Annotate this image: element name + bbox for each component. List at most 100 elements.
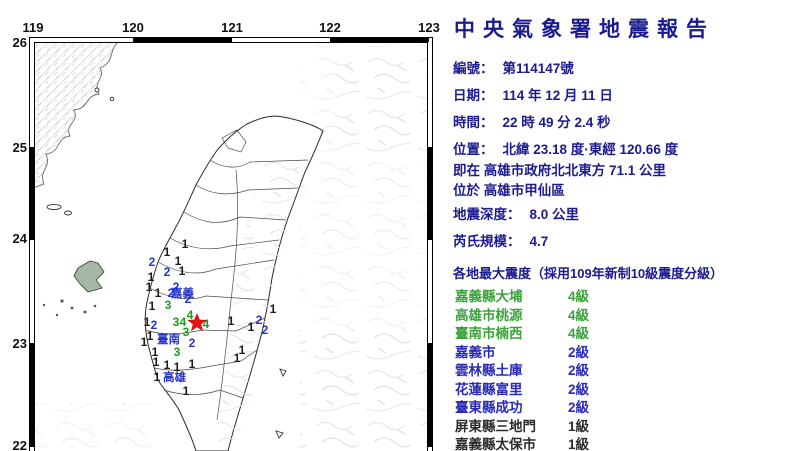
relief-texture-southeast [300,330,428,451]
report-field-row: 地震深度： 8.0 公里 [453,205,800,224]
intensity-row: 臺東縣成功 2級 [455,399,800,418]
intensity-list: 嘉義縣大埔 4級 高雄市桃源 4級 臺南市楠西 4級 嘉義市 2級 雲林縣土庫 2級 [455,288,800,451]
station-intensity-value: 1 [174,360,181,374]
frame-black-right-1 [428,147,433,240]
frame-black-top-2 [330,37,429,42]
intensity-location: 臺東縣成功 [455,400,523,415]
central-mountains-texture [214,160,303,448]
station-intensity-value: 2 [262,323,269,337]
intensity-level: 4級 [568,289,590,304]
city-label: 臺南 [157,332,180,346]
station-intensity-value: 2 [256,313,263,327]
intensity-location: 嘉義縣太保市 [455,437,536,451]
field-label: 時間： [453,115,494,130]
intensity-level: 4級 [568,307,590,323]
china-coastline [33,42,119,189]
station-intensity-value: 3 [165,298,172,312]
longitude-tick-label: 123 [418,20,440,35]
intensity-location: 雲林縣土庫 [455,363,523,378]
latitude-axis-labels: 26 25 24 23 22 [13,35,28,451]
station-intensity-value: 1 [175,254,182,268]
field-value: 4.7 [529,234,549,249]
intensity-level: 2級 [568,363,590,378]
intensity-location: 屏東縣三地門 [455,418,536,434]
longitude-tick-label: 119 [23,20,44,35]
station-intensity-value: 1 [248,320,255,334]
green-island [279,368,287,377]
station-intensity-value: 1 [153,355,160,369]
intensity-level: 4級 [568,326,590,341]
intensity-row: 花蓮縣富里 2級 [455,381,800,400]
intensity-location: 高雄市桃源 [455,307,523,323]
report-fields: 編號： 第114147號 日期： 114 年 12 月 11 日 時間： 22 時 4… [453,59,800,251]
station-intensity-value: 3 [173,315,180,329]
station-intensity-value: 1 [155,286,162,300]
station-intensity-value: 1 [164,358,171,372]
field-label: 日期： [453,88,494,103]
station-intensity-value: 2 [189,336,196,350]
intensity-location: 嘉義縣大埔 [455,289,523,304]
station-intensity-value: 1 [182,237,189,251]
station-intensity-value: 2 [173,280,180,294]
station-intensity-value: 4 [187,308,194,322]
field-value: 第114147號 [502,61,574,76]
frame-black-right-2 [428,343,433,447]
station-intensity-value: 2 [168,286,175,300]
intensity-section-header: 各地最大震度（採用109年新制10級震度分級） [453,266,724,281]
station-intensity-value: 1 [152,345,159,359]
intensity-level: 1級 [568,418,590,434]
map-frame [29,37,433,451]
station-intensity-value: 1 [189,357,196,371]
report-panel: 中央氣象署地震報告 編號： 第114147號 日期： 114 年 12 月 11 日… [443,0,800,451]
intensity-level: 2級 [568,344,590,360]
station-intensity-value: 1 [141,335,148,349]
station-intensity-value: 4 [180,315,187,329]
matsu-islet [94,87,100,93]
epicenter-star [187,313,207,332]
report-field-row: 日期： 114 年 12 月 11 日 [453,86,800,105]
longitude-tick-label: 120 [122,20,144,35]
station-intensity-value: 1 [164,245,171,259]
longitude-tick-label: 121 [221,20,243,35]
map-canvas [33,42,428,451]
station-intensity-value: 2 [149,255,156,269]
station-intensity-value: 1 [147,329,154,343]
field-value: 位於 高雄市甲仙區 [453,183,565,198]
relief-texture-northeast [335,48,428,158]
station-intensity-value: 1 [146,280,153,294]
station-intensity-value: 1 [149,299,156,313]
intensity-location: 嘉義市 [455,344,496,360]
station-intensity-value: 3 [183,325,190,339]
report-field-row: 位置： 北緯 23.18 度·東經 120.66 度 [453,140,800,159]
field-value: 114 年 12 月 11 日 [502,88,613,103]
field-label: 地震深度： [453,207,521,222]
station-intensity-value: 1 [270,302,277,316]
station-intensity-value: 2 [151,318,158,332]
frame-black-left-2 [29,343,34,447]
field-label: 位置： [453,142,494,157]
field-value: 8.0 公里 [529,207,580,222]
latitude-tick-label: 23 [13,336,27,351]
intensity-location: 臺南市楠西 [455,326,523,341]
orchid-island [275,430,284,439]
station-intensity-value: 1 [148,270,155,284]
station-intensity-value: 1 [183,384,190,398]
station-intensity-value: 1 [239,343,246,357]
intensity-row: 雲林縣土庫 2級 [455,362,800,381]
field-value: 北緯 23.18 度·東經 120.66 度 [502,142,679,157]
station-intensity-value: 1 [144,315,151,329]
intensity-location: 花蓮縣富里 [455,381,523,397]
report-field-row: 編號： 第114147號 [453,59,800,78]
station-intensity-value: 2 [164,265,171,279]
station-intensity-value: 2 [185,292,192,306]
report-title: 中央氣象署地震報告 [454,18,715,41]
penghu-islets [42,299,97,317]
longitude-axis-labels: 119 120 121 122 123 [23,20,440,35]
report-field-row: 位於 高雄市甲仙區 [453,181,800,200]
station-intensity-value: 1 [234,351,241,365]
field-label: 編號： [453,61,494,76]
